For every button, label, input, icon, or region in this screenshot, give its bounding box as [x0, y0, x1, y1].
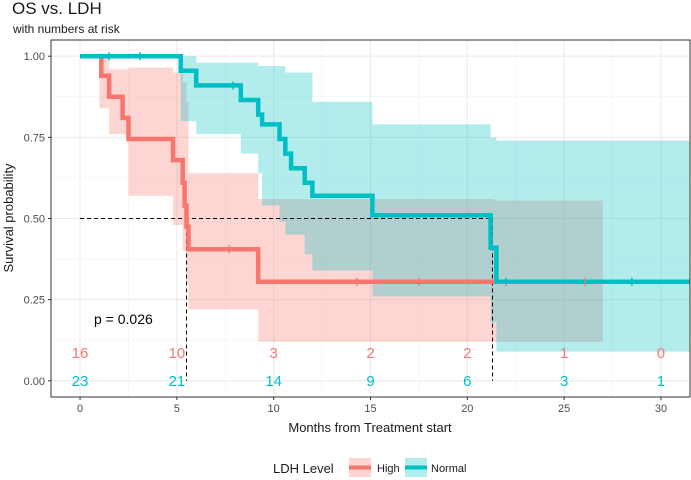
censor-marks	[108, 52, 633, 286]
legend-label-high: High	[377, 463, 400, 475]
legend-item-high: High	[349, 458, 400, 477]
at-risk-high: 3	[270, 345, 278, 362]
survival-curves	[80, 53, 690, 285]
x-tick-label: 15	[364, 403, 376, 415]
at-risk-normal: 3	[560, 373, 568, 390]
median-reference-lines	[80, 218, 493, 381]
x-tick-label: 10	[268, 403, 280, 415]
y-tick-label: 1.00	[24, 51, 45, 63]
at-risk-high: 2	[463, 345, 471, 362]
at-risk-normal: 6	[463, 373, 471, 390]
y-tick-label: 0.25	[24, 295, 45, 307]
survival-curve-normal	[80, 53, 690, 285]
at-risk-normal: 23	[72, 373, 89, 390]
y-tick-label: 0.75	[24, 132, 45, 144]
x-tick-label: 30	[655, 403, 667, 415]
x-tick-label: 0	[77, 403, 83, 415]
x-tick-label: 25	[558, 403, 570, 415]
legend-label-normal: Normal	[431, 463, 466, 475]
confidence-bands	[80, 56, 690, 352]
ci-band-normal	[80, 56, 690, 352]
survival-curve-high	[80, 53, 603, 285]
x-tick-label: 20	[461, 403, 473, 415]
at-risk-normal: 21	[169, 373, 186, 390]
at-risk-normal: 14	[265, 373, 282, 390]
legend-title: LDH Level	[273, 461, 334, 476]
chart-title: OS vs. LDH	[12, 0, 102, 18]
y-tick-label: 0.00	[24, 376, 45, 388]
at-risk-high: 1	[560, 345, 568, 362]
p-value: p = 0.026	[94, 311, 153, 327]
y-axis-title: Survival probability	[1, 163, 16, 273]
y-axis-ticks: 0.00 0.25 0.50 0.75 1.00	[24, 51, 51, 388]
at-risk-normal: 1	[657, 373, 665, 390]
x-axis-title: Months from Treatment start	[288, 420, 452, 435]
chart-subtitle: with numbers at risk	[12, 22, 121, 36]
ci-band-high	[80, 56, 603, 342]
at-risk-high: 10	[169, 345, 186, 362]
at-risk-high: 0	[657, 345, 665, 362]
at-risk-high: 16	[72, 345, 89, 362]
x-axis-ticks: 0 5 10 15 20 25 30	[77, 397, 667, 415]
x-tick-label: 5	[174, 403, 180, 415]
legend: LDH Level High Normal	[273, 458, 466, 477]
at-risk-high: 2	[366, 345, 374, 362]
at-risk-normal: 9	[366, 373, 374, 390]
legend-item-normal: Normal	[405, 458, 466, 477]
numbers-at-risk: 16 10 3 2 2 1 023 21 14 9 6 3 1	[72, 345, 665, 390]
y-tick-label: 0.50	[24, 214, 45, 226]
